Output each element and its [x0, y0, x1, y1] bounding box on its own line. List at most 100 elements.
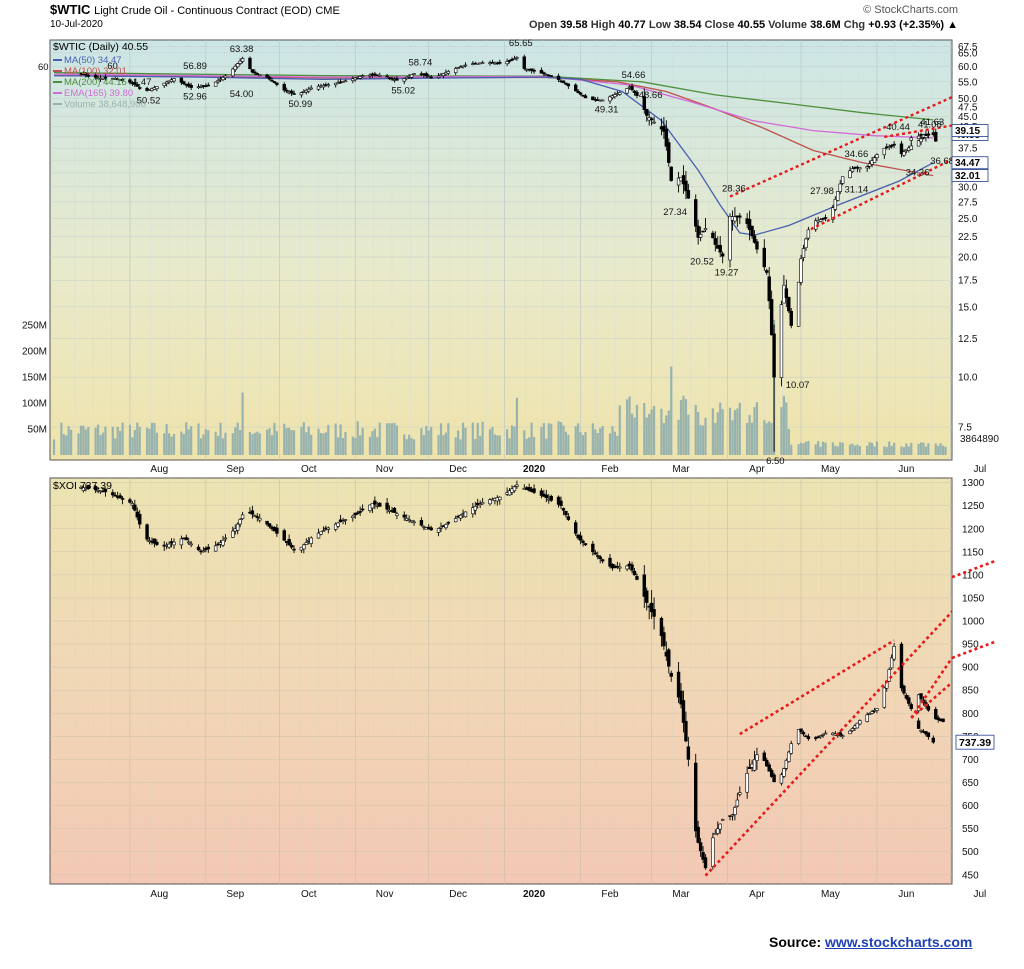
wtic-y-tick-label: 15.0 [958, 302, 978, 313]
xoi-candle-body [703, 857, 708, 869]
wtic-volume-bar [787, 428, 790, 455]
source-link[interactable]: www.stockcharts.com [825, 934, 973, 950]
wtic-candle-body [542, 72, 546, 75]
xoi-candle-body [782, 768, 786, 777]
xoi-candle-body [630, 564, 634, 571]
wtic-candle-body [909, 137, 913, 141]
wtic-volume-bar [351, 436, 354, 455]
wtic-candle-body [806, 229, 811, 239]
ohlc-high-value: 40.77 [618, 19, 646, 31]
xoi-candle-body [867, 712, 872, 715]
wtic-volume-bar [562, 425, 565, 455]
wtic-volume-bar [694, 404, 697, 455]
xoi-candle-body [598, 556, 602, 560]
wtic-candle-body [578, 92, 583, 95]
xoi-candle-body [429, 527, 433, 531]
wtic-volume-bar [814, 444, 817, 455]
wtic-volume-bar [270, 435, 274, 455]
wtic-x-tick-label: Aug [150, 464, 168, 475]
xoi-candle-body [902, 685, 906, 694]
wtic-volume-bar [799, 442, 803, 455]
wtic-volume-bar [523, 430, 526, 455]
wtic-volume-bar [755, 402, 759, 455]
xoi-candle-body [145, 524, 149, 540]
wtic-annotation-label: 27.98 [810, 186, 834, 197]
stockcharts-logo[interactable]: © StockCharts.com [863, 4, 958, 16]
wtic-annotation-label: 48.66 [639, 90, 663, 101]
xoi-candle-body [779, 774, 784, 784]
wtic-volume-bar [236, 422, 239, 455]
wtic-candle-body [402, 78, 406, 82]
wtic-x-tick-label: Nov [376, 464, 394, 475]
wtic-volume-bar [138, 426, 141, 455]
wtic-candle-body [836, 191, 840, 201]
xoi-candle-body [453, 518, 458, 523]
wtic-candle-body [738, 215, 742, 218]
wtic-volume-bar [224, 432, 227, 455]
wtic-candle-body [284, 89, 289, 92]
xoi-candle-body [600, 559, 605, 562]
xoi-x-tick-label: Jun [898, 889, 914, 900]
wtic-volume-bar [248, 432, 252, 455]
xoi-candle-body [478, 503, 482, 506]
wtic-candle-body [385, 75, 389, 78]
wtic-candle-body [258, 74, 262, 77]
xoi-candle-body [566, 516, 571, 520]
xoi-candle-body [130, 503, 135, 506]
wtic-candle-body [755, 241, 759, 250]
xoi-candle-body [875, 708, 879, 711]
wtic-volume-bar [579, 432, 582, 455]
wtic-legend-entry: Volume 38,648,900 [64, 99, 146, 110]
xoi-candle-body [583, 543, 588, 546]
wtic-candle-body [458, 66, 463, 69]
xoi-y-tick-label: 950 [962, 640, 979, 651]
wtic-candle-body [436, 75, 441, 78]
wtic-volume-bar [256, 431, 259, 455]
wtic-volume-bar [922, 442, 925, 455]
xoi-y-tick-label: 1200 [962, 524, 985, 535]
wtic-annotation-label: 52.96 [183, 92, 207, 103]
wtic-y-tick-label: 22.5 [958, 232, 978, 243]
xoi-candle-body [919, 693, 923, 699]
wtic-volume-bar [275, 431, 278, 455]
wtic-volume-bar [748, 414, 751, 455]
wtic-volume-bar [613, 431, 616, 455]
xoi-candle-body [919, 730, 923, 732]
wtic-candle-body [934, 131, 938, 142]
wtic-volume-bar [217, 435, 220, 455]
wtic-volume-bar [770, 423, 773, 455]
wtic-volume-bar [699, 425, 702, 455]
wtic-candle-body [799, 258, 803, 283]
xoi-candle-body [858, 720, 862, 725]
wtic-volume-bar [687, 414, 690, 455]
wtic-candle-body [694, 199, 698, 227]
wtic-candle-body [265, 74, 269, 78]
wtic-candle-body [189, 85, 193, 88]
wtic-candle-body [669, 166, 673, 181]
xoi-candle-body [762, 752, 767, 762]
wtic-y-tick-label: 30.0 [958, 182, 978, 193]
xoi-candle-body [711, 837, 715, 867]
wtic-volume-bar [190, 426, 193, 455]
xoi-candle-body [745, 772, 749, 793]
wtic-volume-bar [207, 430, 210, 455]
wtic-volume-bar [337, 437, 340, 455]
wtic-candle-body [703, 228, 708, 231]
wtic-y-tick-label: 10.0 [958, 373, 978, 384]
wtic-annotation-label: 20.52 [690, 257, 714, 268]
wtic-y-tick-label: 7.5 [958, 423, 972, 434]
xoi-candle-body [458, 514, 463, 519]
wtic-candle-body [583, 95, 588, 99]
xoi-candle-body [267, 523, 272, 527]
xoi-candle-body [240, 514, 245, 519]
wtic-volume-bar [510, 425, 514, 455]
xoi-y-tick-label: 550 [962, 824, 979, 835]
wtic-candle-body [272, 81, 277, 84]
wtic-candle-body [93, 74, 98, 78]
wtic-annotation-label: 41.08 [918, 119, 942, 130]
wtic-price-box-label: 39.15 [955, 126, 980, 137]
wtic-candle-body [292, 93, 296, 95]
xoi-candle-body [392, 507, 397, 513]
xoi-candle-body [512, 486, 517, 492]
wtic-candle-body [838, 183, 842, 192]
